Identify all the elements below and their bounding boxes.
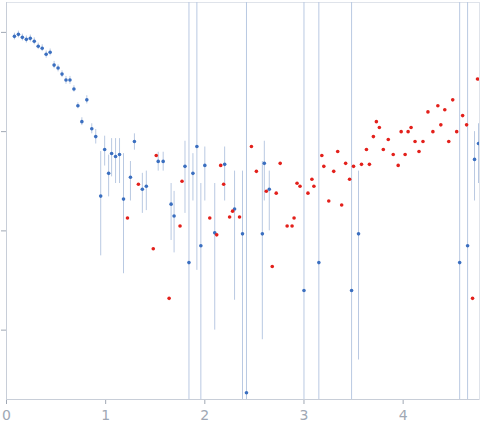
svg-text:1: 1: [101, 407, 110, 423]
svg-text:0: 0: [2, 407, 11, 423]
svg-text:3: 3: [300, 407, 309, 423]
svg-text:4: 4: [399, 407, 408, 423]
svg-text:2: 2: [200, 407, 209, 423]
